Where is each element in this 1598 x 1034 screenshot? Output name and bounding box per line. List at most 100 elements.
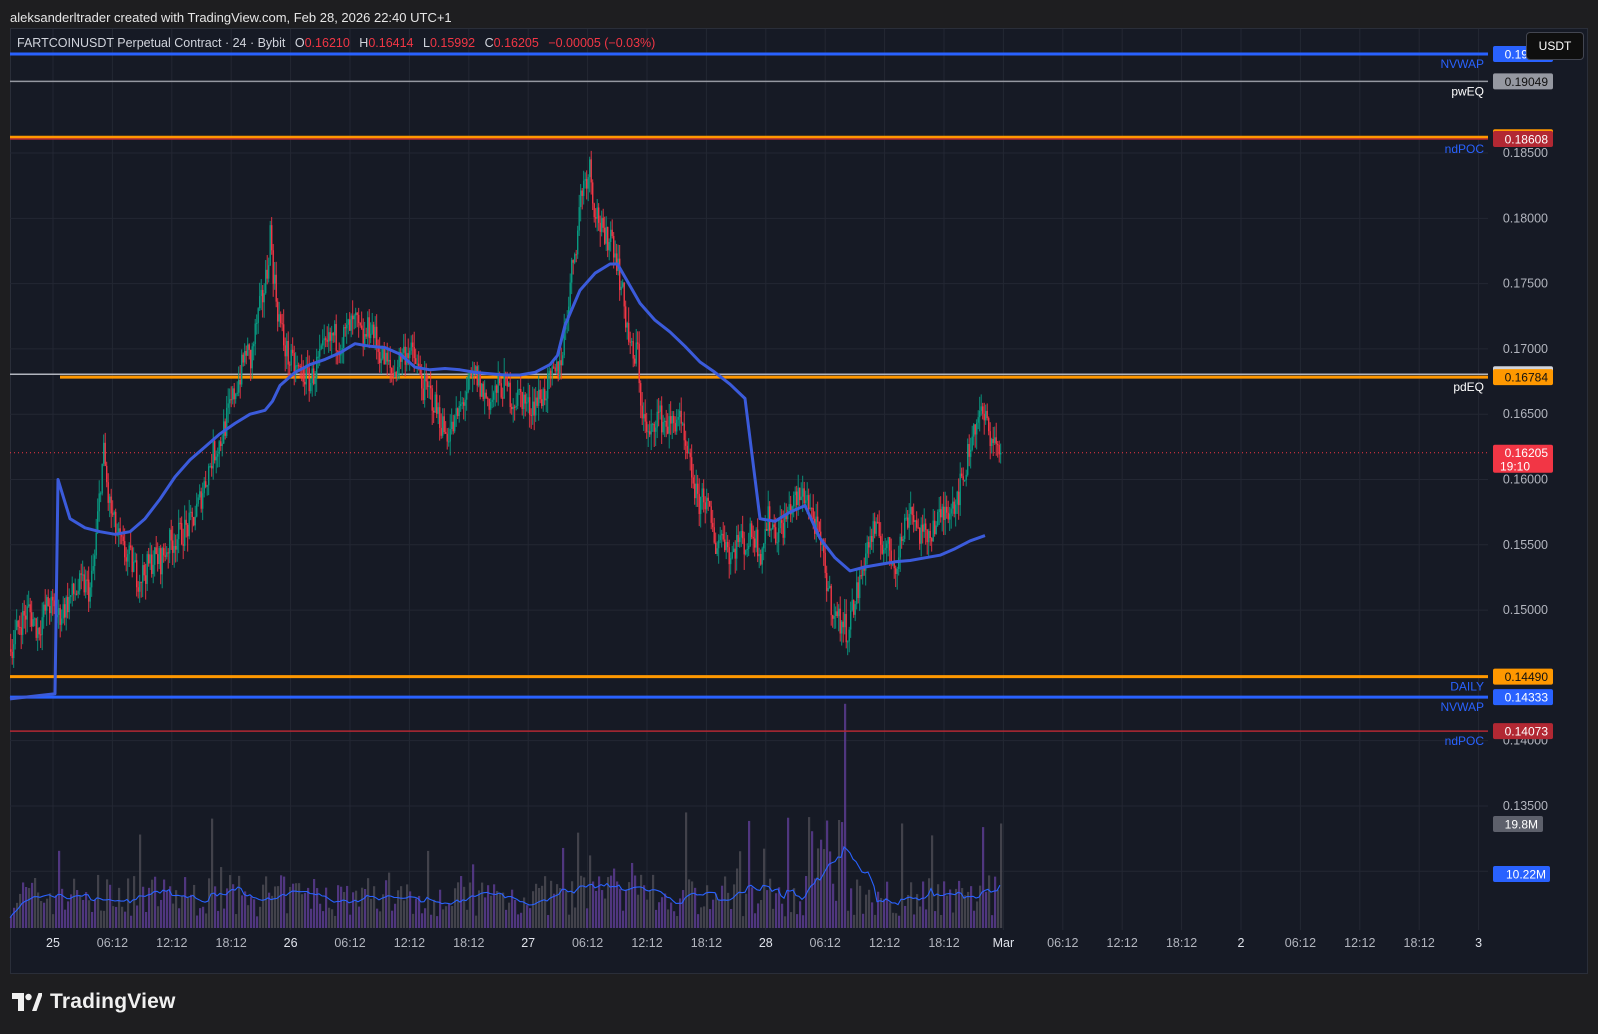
candle-body [308, 368, 310, 392]
tradingview-logo[interactable]: TradingView [12, 990, 176, 1014]
volume-bar [640, 874, 643, 928]
candle-body [988, 418, 990, 432]
candle-body [229, 399, 231, 404]
candle-body [464, 399, 466, 406]
volume-bar [814, 878, 817, 928]
candle-body [388, 359, 390, 362]
candle-body [446, 433, 448, 442]
open-label: O [294, 36, 305, 50]
candle-body [323, 338, 325, 341]
candle-body [476, 366, 478, 386]
candle-body [94, 555, 96, 567]
candle-body [803, 488, 805, 504]
candle-body [659, 405, 661, 412]
candle-body [266, 269, 268, 279]
candle-body [584, 179, 586, 181]
time-tick-label: 28 [759, 936, 773, 950]
candle-body [13, 644, 15, 659]
volume-bar [55, 895, 58, 928]
candle-body [58, 608, 60, 615]
candle-body [281, 323, 283, 325]
candle-body [419, 365, 421, 375]
candle-body [67, 597, 69, 613]
candle-body [871, 535, 873, 542]
candle-body [145, 575, 147, 584]
candle-body [652, 423, 654, 425]
candle-body [59, 608, 61, 625]
candle-body [112, 513, 114, 515]
volume-bar [325, 887, 328, 928]
candle-body [853, 600, 855, 615]
volume-bar [100, 910, 103, 928]
price-tick-label: 0.17000 [1503, 342, 1548, 356]
candle-body [796, 491, 798, 506]
candle-body [538, 389, 540, 406]
candle-body [539, 389, 541, 400]
candle-body [122, 536, 124, 542]
candle-body [899, 536, 901, 558]
candle-body [829, 585, 831, 589]
candle-body [184, 519, 186, 546]
candle-body [743, 538, 745, 555]
candle-body [35, 618, 37, 638]
candle-body [244, 350, 246, 363]
candle-body [34, 618, 36, 620]
price-tick-label: 0.16000 [1503, 473, 1548, 487]
volume-bar [301, 894, 304, 928]
volume-bar [442, 909, 445, 928]
candle-body [809, 507, 811, 510]
candle-body [380, 358, 382, 364]
candle-body [593, 203, 595, 218]
currency-button[interactable]: USDT [1526, 32, 1584, 60]
volume-bar [220, 867, 223, 928]
candle-body [26, 606, 28, 620]
candle-body [113, 511, 115, 515]
candle-body [694, 483, 696, 499]
chart-frame[interactable] [10, 28, 1588, 974]
candle-body [779, 520, 781, 529]
candle-body [974, 424, 976, 435]
candle-body [577, 230, 579, 255]
candle-body [413, 346, 415, 359]
volume-bar [880, 897, 883, 928]
candle-body [245, 350, 247, 356]
candle-body [257, 308, 259, 323]
candle-body [352, 315, 354, 320]
candle-body [668, 416, 670, 434]
candle-body [713, 527, 715, 543]
candle-body [922, 524, 924, 532]
candle-body [256, 322, 258, 324]
candle-body [511, 406, 513, 410]
level-price-tag: 0.19049 [1505, 75, 1549, 89]
candle-body [685, 440, 687, 446]
candle-body [137, 587, 139, 592]
candle-body [778, 528, 780, 543]
volume-bar [271, 895, 274, 928]
volume-bar [850, 888, 853, 928]
volume-bar [238, 875, 241, 928]
candle-body [880, 536, 882, 545]
time-tick-label: 12:12 [1344, 936, 1375, 950]
volume-bar [313, 879, 316, 928]
candle-body [818, 521, 820, 532]
candle-body [361, 325, 363, 329]
candle-body [484, 392, 486, 400]
volume-bar [808, 817, 811, 928]
candle-body [31, 612, 33, 627]
candle-body [208, 466, 210, 486]
candle-body [635, 342, 637, 364]
volume-bar [481, 882, 484, 928]
volume-bar [781, 903, 784, 928]
volume-bar [466, 909, 469, 928]
candle-body [232, 388, 234, 400]
candle-body [340, 353, 342, 356]
volume-bar [292, 883, 295, 928]
candle-body [890, 550, 892, 565]
volume-ma-value-label: 10.22M [1506, 868, 1546, 882]
level-price-tag: 0.16784 [1505, 371, 1549, 385]
level-price-tag-bg [1493, 369, 1553, 386]
candle-body [524, 394, 526, 404]
volume-bar [202, 906, 205, 928]
volume-bar [805, 876, 808, 928]
